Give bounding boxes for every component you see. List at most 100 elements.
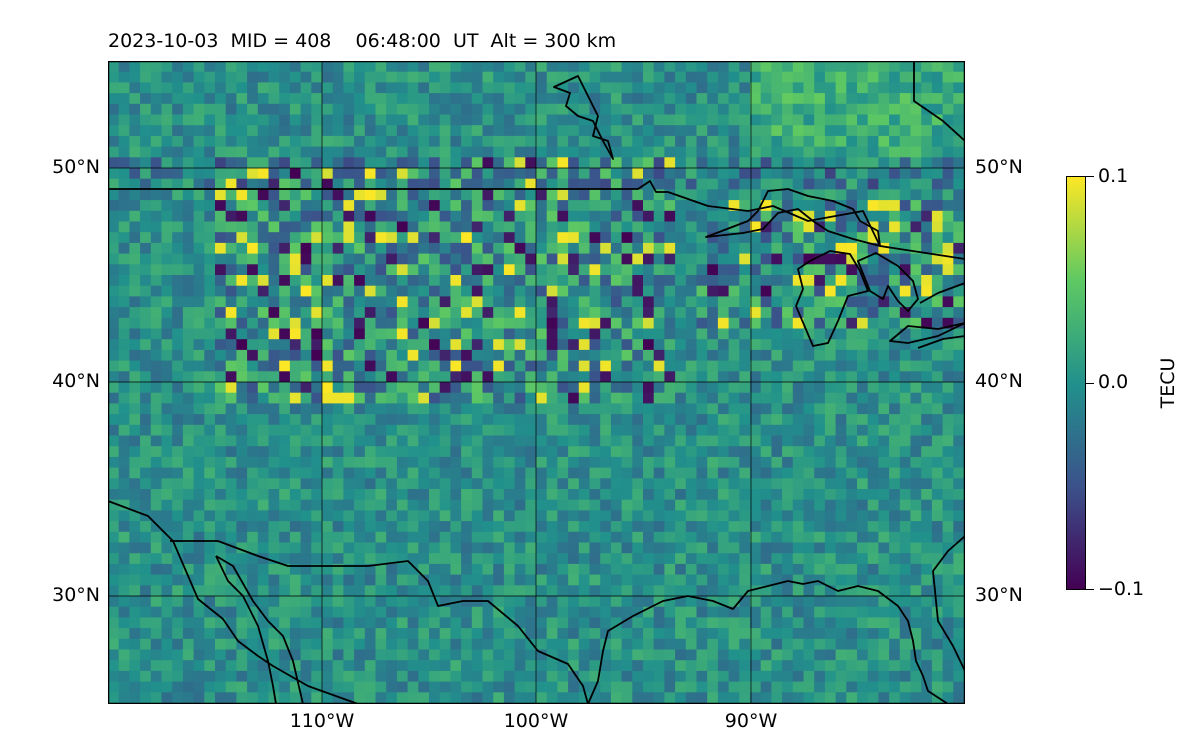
tec-pixel — [953, 114, 965, 126]
tec-pixel — [418, 189, 430, 201]
tec-pixel — [782, 510, 794, 522]
tec-pixel — [760, 339, 772, 351]
tec-pixel — [482, 360, 494, 372]
tec-pixel — [172, 585, 184, 597]
tec-pixel — [118, 628, 130, 640]
tec-pixel — [728, 681, 740, 693]
tec-pixel — [931, 253, 944, 265]
tec-pixel — [536, 135, 548, 148]
tec-pixel — [161, 499, 173, 511]
tec-pixel — [771, 606, 783, 618]
tec-pixel — [546, 135, 558, 148]
tec-pixel — [578, 499, 591, 511]
tec-pixel — [129, 403, 141, 415]
tec-pixel — [225, 285, 237, 297]
tec-pixel — [835, 628, 847, 640]
tec-pixel — [824, 585, 837, 597]
tec-map[interactable] — [108, 61, 965, 704]
tec-pixel — [471, 264, 484, 276]
tec-pixel — [461, 628, 473, 640]
tec-pixel — [140, 414, 152, 426]
tec-pixel — [150, 499, 163, 511]
tec-pixel — [931, 467, 944, 479]
tec-pixel — [824, 242, 837, 255]
tec-pixel — [300, 200, 312, 212]
tec-pixel — [953, 103, 965, 116]
tec-pixel — [322, 521, 334, 533]
tec-pixel — [525, 221, 537, 233]
tec-pixel — [578, 317, 591, 330]
tec-pixel — [268, 296, 280, 308]
tec-pixel — [364, 681, 377, 693]
tec-pixel — [140, 157, 152, 169]
tec-pixel — [525, 670, 537, 683]
tec-pixel — [289, 414, 302, 426]
tec-pixel — [215, 606, 227, 618]
tec-pixel — [760, 403, 772, 415]
tec-pixel — [685, 146, 698, 158]
tec-pixel — [632, 339, 644, 351]
tec-pixel — [108, 638, 120, 651]
tec-pixel — [407, 317, 419, 330]
tec-pixel — [386, 531, 398, 544]
tec-pixel — [332, 510, 344, 522]
tec-pixel — [899, 221, 912, 233]
tec-pixel — [118, 253, 130, 265]
tec-pixel — [653, 135, 665, 148]
tec-pixel — [664, 467, 676, 479]
tec-pixel — [215, 125, 227, 137]
tec-pixel — [482, 125, 494, 137]
tec-pixel — [953, 135, 965, 148]
tec-pixel — [225, 649, 237, 661]
tec-pixel — [225, 360, 237, 372]
tec-pixel — [653, 264, 665, 276]
tec-pixel — [739, 628, 751, 640]
tec-pixel — [429, 638, 441, 651]
tec-pixel — [418, 232, 430, 244]
tec-pixel — [300, 414, 312, 426]
tec-pixel — [739, 499, 751, 511]
tec-pixel — [525, 403, 537, 415]
tec-pixel — [300, 499, 312, 511]
tec-pixel — [429, 456, 441, 469]
tec-pixel — [375, 349, 387, 362]
tec-pixel — [857, 521, 869, 533]
tec-pixel — [300, 178, 312, 190]
tec-pixel — [525, 200, 537, 212]
tec-pixel — [578, 681, 591, 693]
tec-pixel — [493, 542, 505, 554]
tec-pixel — [439, 82, 451, 94]
tec-pixel — [471, 435, 484, 447]
tec-pixel — [739, 638, 751, 651]
tec-pixel — [493, 125, 505, 137]
tec-pixel — [493, 585, 505, 597]
tec-pixel — [354, 638, 366, 651]
tec-pixel — [664, 296, 676, 308]
tec-pixel — [910, 478, 922, 490]
tec-pixel — [300, 617, 312, 629]
tec-pixel — [257, 285, 270, 297]
tec-pixel — [621, 467, 633, 479]
tec-pixel — [942, 328, 954, 340]
tec-pixel — [792, 103, 805, 116]
tec-pixel — [322, 296, 334, 308]
tec-pixel — [953, 210, 965, 223]
tec-pixel — [578, 242, 591, 255]
tec-pixel — [108, 649, 120, 661]
tec-pixel — [675, 563, 687, 576]
tec-pixel — [503, 456, 516, 469]
tec-pixel — [150, 275, 163, 287]
tec-pixel — [215, 424, 227, 437]
tec-pixel — [846, 596, 858, 608]
tec-pixel — [182, 585, 195, 597]
tec-pixel — [536, 371, 548, 383]
tec-pixel — [632, 125, 644, 137]
tec-pixel — [418, 478, 430, 490]
tec-pixel — [257, 553, 270, 565]
tec-pixel — [450, 521, 462, 533]
tec-pixel — [140, 178, 152, 190]
tec-pixel — [621, 275, 633, 287]
tec-pixel — [685, 253, 698, 265]
tec-pixel — [568, 414, 580, 426]
tec-pixel — [867, 692, 879, 704]
